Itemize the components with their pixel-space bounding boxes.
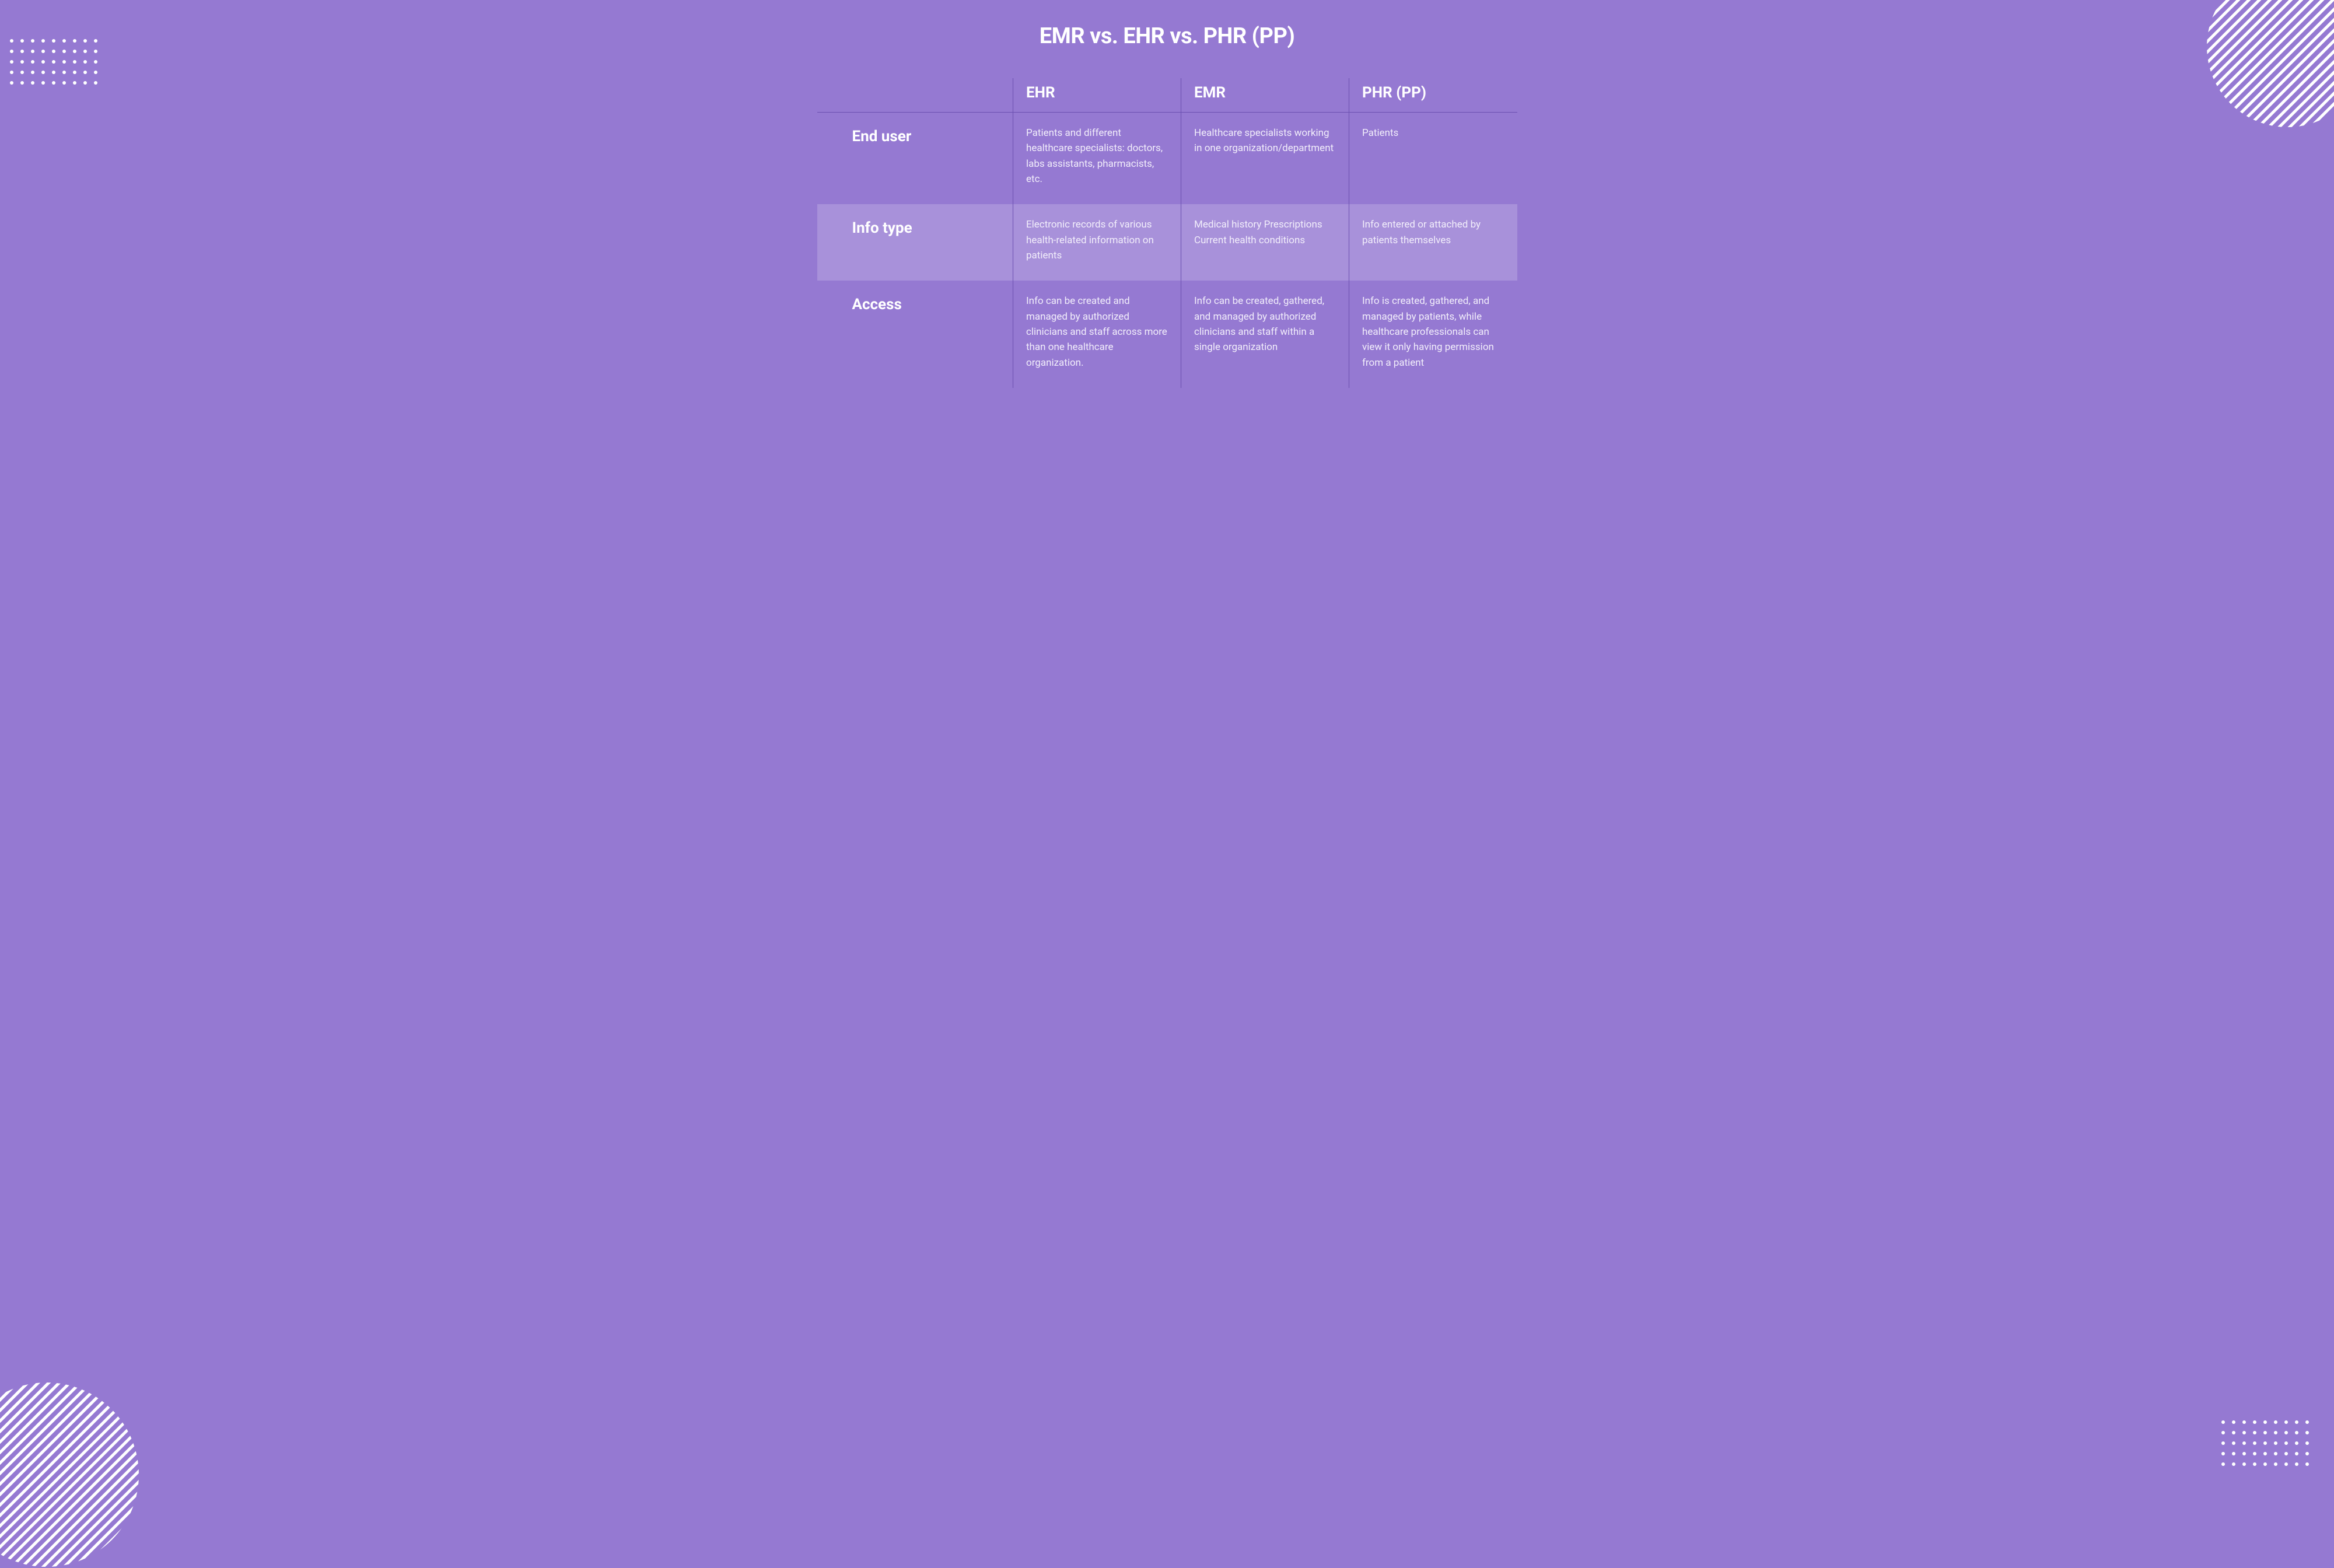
comparison-table: EHR EMR PHR (PP) End userPatients and di… (817, 78, 1517, 388)
table-header-row: EHR EMR PHR (PP) (817, 78, 1517, 113)
page-title: EMR vs. EHR vs. PHR (PP) (47, 23, 2287, 49)
table-cell: Medical history Prescrip­tionsCurrent he… (1181, 204, 1349, 281)
table-row: AccessInfo can be created and managed by… (817, 281, 1517, 388)
table-cell: Info is created, gathered, and managed b… (1349, 281, 1517, 388)
table-row: Info typeElectronic records of various h… (817, 204, 1517, 281)
row-label: Access (817, 281, 1013, 388)
row-label: End user (817, 113, 1013, 205)
table-cell: Info can be created and managed by autho… (1013, 281, 1181, 388)
column-header: PHR (PP) (1349, 78, 1517, 113)
row-label: Info type (817, 204, 1013, 281)
hatch-circle-top-right (2206, 0, 2334, 128)
hatch-circle-bottom-left (0, 1381, 140, 1568)
table-cell: Electronic records of various health-rel… (1013, 204, 1181, 281)
table-cell: Healthcare specialists working in one or… (1181, 113, 1349, 205)
table-body: End userPatients and different healthcar… (817, 113, 1517, 388)
table-row: End userPatients and different healthcar… (817, 113, 1517, 205)
column-header: EMR (1181, 78, 1349, 113)
table-cell: Patients and different healthcare specia… (1013, 113, 1181, 205)
column-header: EHR (1013, 78, 1181, 113)
table-cell: Info entered or attached by patients the… (1349, 204, 1517, 281)
table-header-blank (817, 78, 1013, 113)
dot-grid-bottom-right (2217, 1416, 2322, 1475)
comparison-table-wrap: EHR EMR PHR (PP) End userPatients and di… (817, 78, 1517, 388)
table-cell: Info can be created, gathered, and manag… (1181, 281, 1349, 388)
table-cell: Patients (1349, 113, 1517, 205)
